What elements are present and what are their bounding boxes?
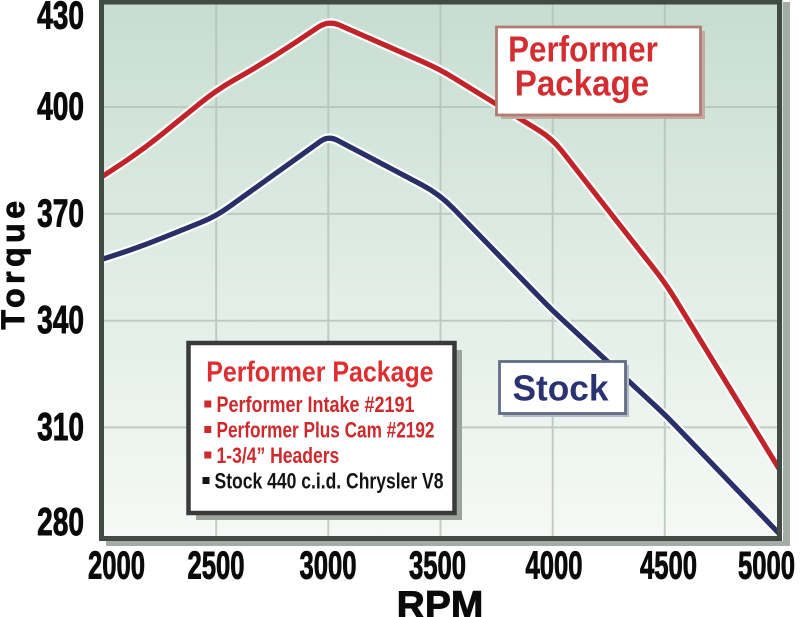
svg-text:5000: 5000 <box>738 543 795 587</box>
svg-text:2000: 2000 <box>88 543 145 587</box>
svg-text:Performer Intake #2191: Performer Intake #2191 <box>217 393 415 417</box>
svg-text:Torque: Torque <box>0 196 31 329</box>
svg-text:400: 400 <box>37 85 84 128</box>
svg-text:Performer: Performer <box>508 30 658 71</box>
svg-text:Performer Package: Performer Package <box>206 356 433 388</box>
svg-text:430: 430 <box>37 0 84 38</box>
svg-text:3000: 3000 <box>299 543 356 587</box>
svg-text:4000: 4000 <box>525 543 582 587</box>
svg-text:310: 310 <box>37 406 84 449</box>
svg-text:RPM: RPM <box>397 584 484 617</box>
svg-text:340: 340 <box>37 299 84 342</box>
svg-text:2500: 2500 <box>187 543 244 587</box>
svg-text:Package: Package <box>515 64 649 104</box>
svg-text:Stock 440 c.i.d. Chrysler V8: Stock 440 c.i.d. Chrysler V8 <box>215 469 444 494</box>
svg-text:Performer Plus Cam #2192: Performer Plus Cam #2192 <box>217 418 435 443</box>
svg-text:1-3/4” Headers: 1-3/4” Headers <box>217 444 340 469</box>
svg-text:Stock: Stock <box>512 368 608 408</box>
svg-text:370: 370 <box>37 192 84 235</box>
svg-text:280: 280 <box>37 501 84 544</box>
svg-text:4500: 4500 <box>640 543 697 587</box>
svg-text:3500: 3500 <box>409 543 466 587</box>
